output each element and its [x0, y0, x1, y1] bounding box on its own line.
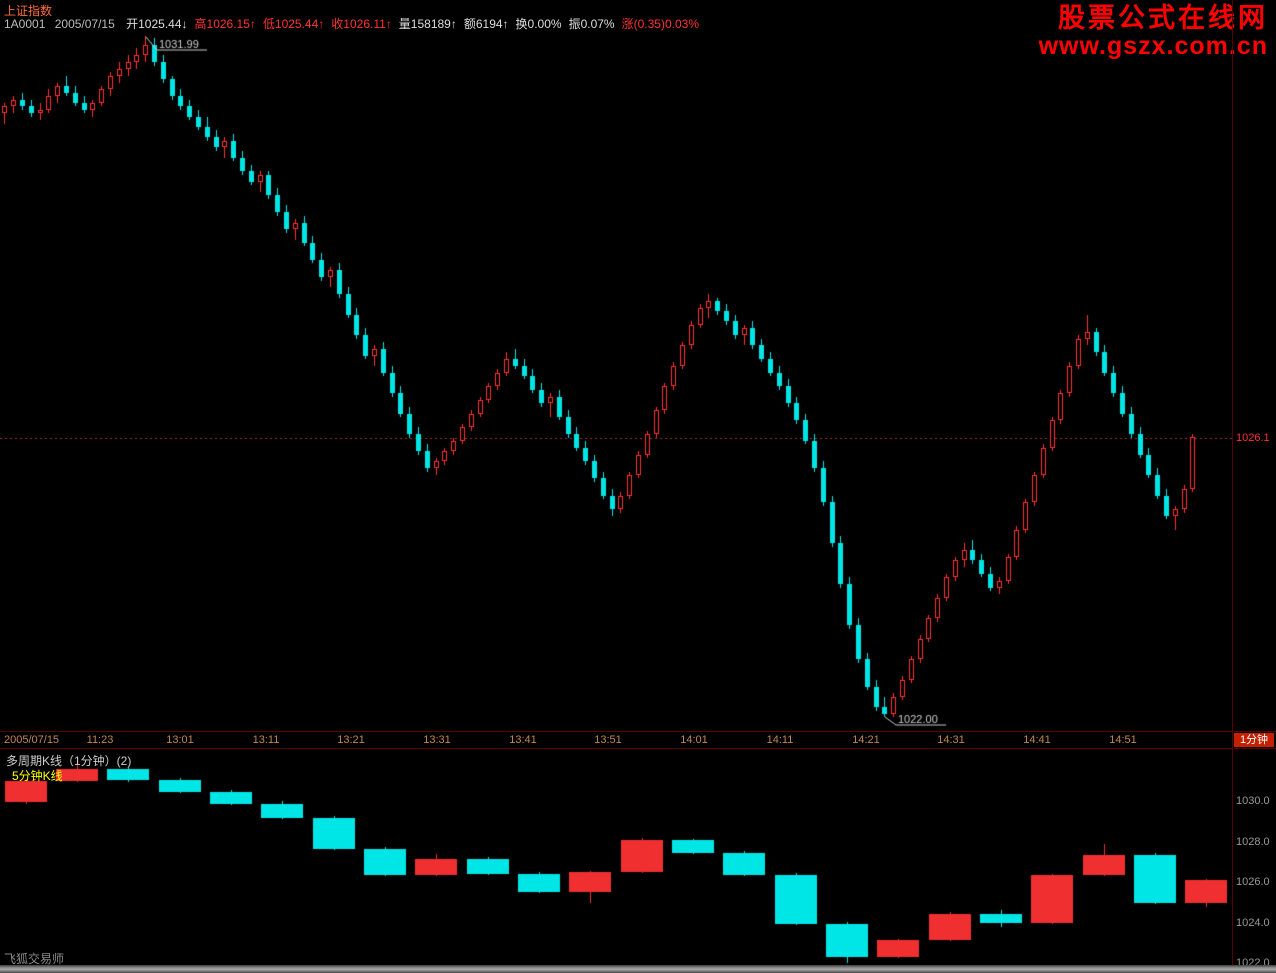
time-axis-tick: 13:31	[423, 734, 451, 746]
time-axis-tick: 14:31	[937, 734, 965, 746]
time-axis-tick: 13:21	[337, 734, 365, 746]
time-axis-tick: 14:11	[766, 734, 794, 746]
quote-field: 量158189↑	[398, 17, 457, 31]
sub-chart-title: 多周期K线（1分钟）(2)	[6, 754, 132, 768]
sub-y-tick-label: 1024.0	[1236, 917, 1270, 929]
time-axis-tick: 13:41	[509, 734, 537, 746]
period-selector[interactable]: 1分钟	[1234, 733, 1274, 747]
last-price-label: 1026.1	[1236, 432, 1270, 444]
watermark-line1: 股票公式在线网	[1058, 3, 1268, 33]
time-axis-tick: 14:51	[1109, 734, 1137, 746]
quote-field: 高1026.15↑	[194, 17, 256, 31]
quote-field: 振0.07%	[568, 17, 615, 31]
time-axis-tick: 13:11	[252, 734, 280, 746]
time-axis-tick: 13:51	[594, 734, 622, 746]
quote-fields: 开1025.44↓ 高1026.15↑ 低1025.44↑ 收1026.11↑ 量158…	[126, 17, 706, 31]
quote-field: 额6194↑	[463, 17, 509, 31]
sub-kline-chart[interactable]	[0, 749, 1232, 965]
sub-y-tick-label: 1026.0	[1236, 876, 1270, 888]
quote-info-row: 1A0001 2005/07/15 开1025.44↓ 高1026.15↑ 低102…	[4, 15, 706, 32]
main-kline-chart[interactable]	[0, 28, 1232, 731]
time-axis-tick: 13:01	[166, 734, 194, 746]
quote-field: 涨(0.35)0.03%	[621, 17, 699, 31]
sub-chart-subtitle: 5分钟K线	[12, 769, 63, 783]
quote-field: 收1026.11↑	[331, 17, 392, 31]
stock-code: 1A0001	[4, 17, 46, 31]
time-axis-tick: 14:41	[1023, 734, 1051, 746]
time-axis-tick: 11:23	[86, 734, 114, 746]
index-name: 上证指数	[4, 4, 53, 18]
quote-field: 开1025.44↓	[126, 17, 188, 31]
quote-field: 换0.00%	[515, 17, 562, 31]
time-axis: 2005/07/15 11:23 13:01 13:11 13:21 13:31 13:4…	[0, 731, 1276, 749]
app-name: 飞狐交易师	[4, 952, 65, 966]
sub-y-tick-label: 1030.0	[1236, 795, 1270, 807]
time-axis-tick: 14:21	[852, 734, 880, 746]
quote-date: 2005/07/15	[54, 17, 115, 31]
quote-field: 低1025.44↑	[262, 17, 325, 31]
price-axis-column	[1232, 0, 1276, 965]
horizontal-scrollbar[interactable]	[0, 965, 1276, 973]
axis-date-label: 2005/07/15	[4, 734, 60, 746]
sub-y-tick-label: 1028.0	[1236, 836, 1270, 848]
time-axis-tick: 14:01	[680, 734, 708, 746]
